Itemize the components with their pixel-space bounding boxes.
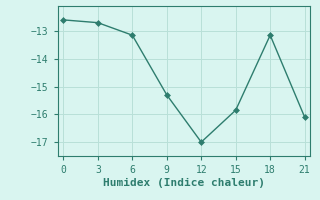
X-axis label: Humidex (Indice chaleur): Humidex (Indice chaleur): [103, 178, 265, 188]
